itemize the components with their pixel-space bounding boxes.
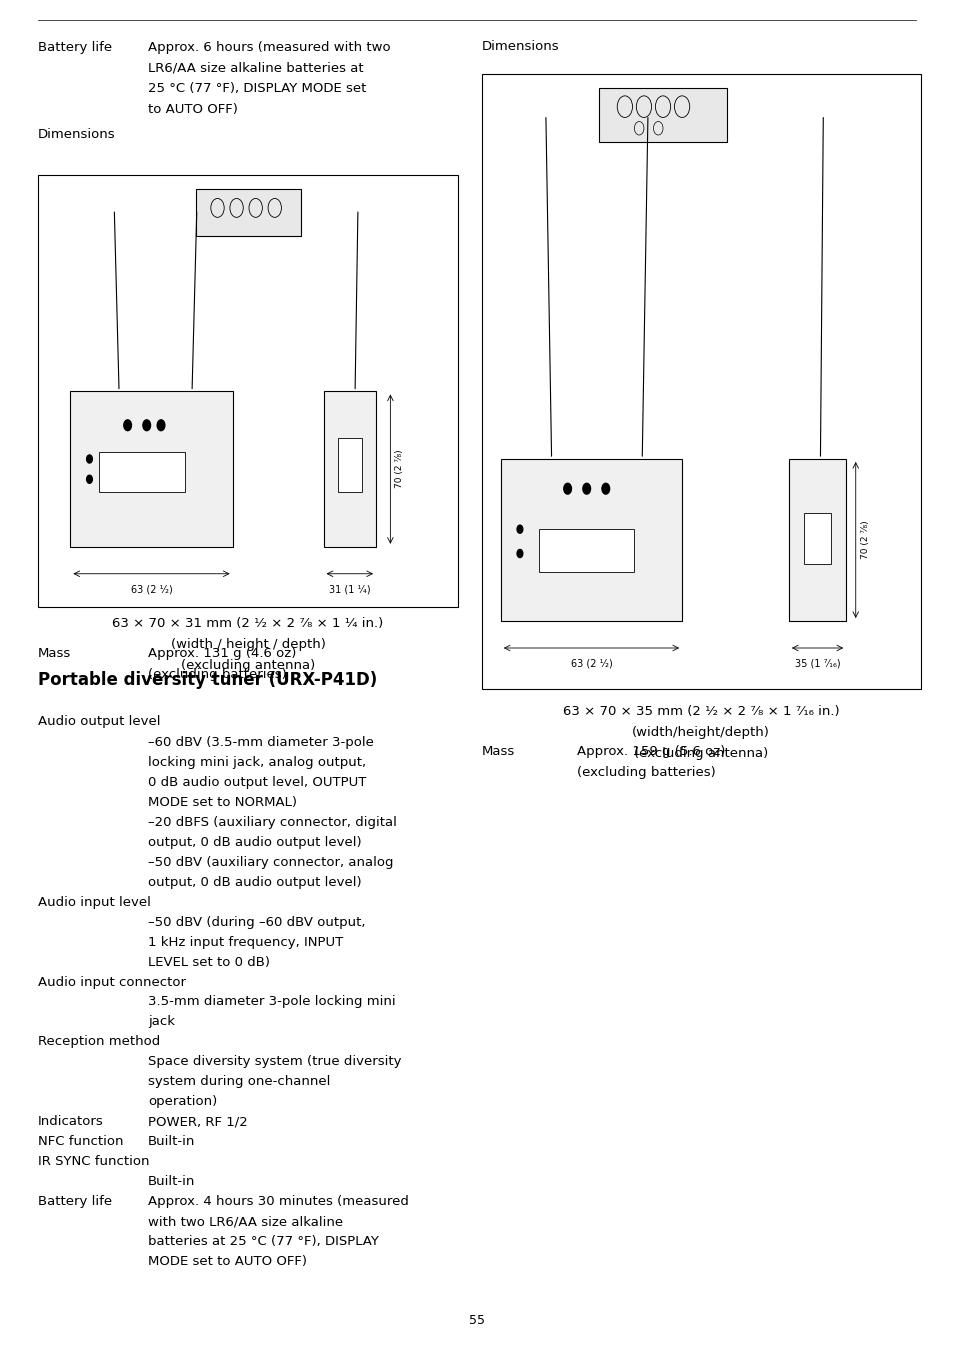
Circle shape [517, 549, 522, 558]
Text: Mass: Mass [481, 745, 515, 759]
Text: –50 dBV (auxiliary connector, analog: –50 dBV (auxiliary connector, analog [148, 856, 393, 868]
Text: Audio output level: Audio output level [38, 716, 160, 729]
Text: (excluding batteries): (excluding batteries) [148, 667, 286, 680]
Text: Indicators: Indicators [38, 1115, 104, 1129]
Bar [99, 452, 185, 493]
Text: 0 dB audio output level, OUTPUT: 0 dB audio output level, OUTPUT [148, 776, 366, 788]
Text: 55: 55 [469, 1314, 484, 1327]
Text: (excluding batteries): (excluding batteries) [577, 767, 715, 779]
Circle shape [157, 420, 165, 431]
Bar [788, 459, 845, 621]
Circle shape [601, 483, 609, 494]
Circle shape [517, 525, 522, 533]
Text: (excluding antenna): (excluding antenna) [181, 659, 314, 672]
Text: 35 (1 ⁷⁄₁₆): 35 (1 ⁷⁄₁₆) [794, 659, 840, 668]
Text: (width/height/depth): (width/height/depth) [632, 726, 769, 738]
Text: 25 °C (77 °F), DISPLAY MODE set: 25 °C (77 °F), DISPLAY MODE set [148, 82, 366, 96]
Text: output, 0 dB audio output level): output, 0 dB audio output level) [148, 876, 361, 888]
Bar [323, 392, 375, 547]
Text: (width / height / depth): (width / height / depth) [171, 637, 325, 651]
Bar [71, 392, 233, 547]
Text: Audio input connector: Audio input connector [38, 976, 186, 988]
Text: (excluding antenna): (excluding antenna) [634, 747, 767, 760]
Text: –50 dBV (during –60 dBV output,: –50 dBV (during –60 dBV output, [148, 915, 365, 929]
Text: 70 (2 ⁷⁄₈): 70 (2 ⁷⁄₈) [860, 521, 868, 559]
Bar [337, 439, 361, 493]
Text: to AUTO OFF): to AUTO OFF) [148, 104, 237, 116]
Text: 63 (2 ¹⁄₂): 63 (2 ¹⁄₂) [131, 585, 172, 594]
Circle shape [124, 420, 132, 431]
Text: Built-in: Built-in [148, 1176, 195, 1188]
Text: with two LR6/AA size alkaline: with two LR6/AA size alkaline [148, 1215, 343, 1228]
Bar [598, 88, 726, 142]
Bar [481, 74, 920, 688]
Text: Battery life: Battery life [38, 40, 112, 54]
Text: MODE set to AUTO OFF): MODE set to AUTO OFF) [148, 1256, 307, 1268]
Text: jack: jack [148, 1015, 174, 1029]
Text: operation): operation) [148, 1095, 217, 1108]
Text: IR SYNC function: IR SYNC function [38, 1156, 150, 1168]
Text: Approx. 131 g (4.6 oz): Approx. 131 g (4.6 oz) [148, 647, 296, 660]
Text: 3.5-mm diameter 3-pole locking mini: 3.5-mm diameter 3-pole locking mini [148, 995, 395, 1008]
Bar [538, 529, 634, 572]
Text: Dimensions: Dimensions [481, 40, 558, 54]
Text: Approx. 159 g (5.6 oz): Approx. 159 g (5.6 oz) [577, 745, 725, 759]
Text: Approx. 4 hours 30 minutes (measured: Approx. 4 hours 30 minutes (measured [148, 1195, 408, 1208]
Circle shape [563, 483, 571, 494]
Text: –20 dBFS (auxiliary connector, digital: –20 dBFS (auxiliary connector, digital [148, 815, 396, 829]
Text: POWER, RF 1/2: POWER, RF 1/2 [148, 1115, 248, 1129]
Text: 63 (2 ¹⁄₂): 63 (2 ¹⁄₂) [570, 659, 612, 668]
Bar [195, 189, 300, 236]
Text: system during one-channel: system during one-channel [148, 1076, 330, 1088]
Text: NFC function: NFC function [38, 1135, 124, 1149]
Text: 1 kHz input frequency, INPUT: 1 kHz input frequency, INPUT [148, 936, 343, 949]
Circle shape [87, 455, 92, 463]
Text: MODE set to NORMAL): MODE set to NORMAL) [148, 795, 296, 809]
Text: Battery life: Battery life [38, 1195, 112, 1208]
Text: Mass: Mass [38, 647, 71, 660]
Text: locking mini jack, analog output,: locking mini jack, analog output, [148, 756, 366, 768]
Text: 70 (2 ⁷⁄₈): 70 (2 ⁷⁄₈) [395, 450, 404, 489]
Text: batteries at 25 °C (77 °F), DISPLAY: batteries at 25 °C (77 °F), DISPLAY [148, 1235, 378, 1249]
Bar [803, 513, 830, 564]
Text: LEVEL set to 0 dB): LEVEL set to 0 dB) [148, 956, 270, 968]
Text: Built-in: Built-in [148, 1135, 195, 1149]
Text: LR6/AA size alkaline batteries at: LR6/AA size alkaline batteries at [148, 61, 363, 74]
Text: Space diversity system (true diversity: Space diversity system (true diversity [148, 1056, 401, 1068]
Bar [38, 176, 457, 608]
Text: 31 (1 ¹⁄₄): 31 (1 ¹⁄₄) [329, 585, 371, 594]
Text: 63 × 70 × 31 mm (2 ¹⁄₂ × 2 ⁷⁄₈ × 1 ¹⁄₄ in.): 63 × 70 × 31 mm (2 ¹⁄₂ × 2 ⁷⁄₈ × 1 ¹⁄₄ i… [112, 617, 383, 630]
Circle shape [582, 483, 590, 494]
Text: Approx. 6 hours (measured with two: Approx. 6 hours (measured with two [148, 40, 390, 54]
Text: Audio input level: Audio input level [38, 895, 151, 909]
Text: Dimensions: Dimensions [38, 128, 115, 142]
Circle shape [143, 420, 151, 431]
Text: Reception method: Reception method [38, 1035, 160, 1049]
Circle shape [87, 475, 92, 483]
Text: –60 dBV (3.5-mm diameter 3-pole: –60 dBV (3.5-mm diameter 3-pole [148, 736, 374, 749]
Text: output, 0 dB audio output level): output, 0 dB audio output level) [148, 836, 361, 849]
Text: Portable diversity tuner (URX-P41D): Portable diversity tuner (URX-P41D) [38, 671, 377, 689]
Bar [500, 459, 681, 621]
Text: 63 × 70 × 35 mm (2 ¹⁄₂ × 2 ⁷⁄₈ × 1 ⁷⁄₁₆ in.): 63 × 70 × 35 mm (2 ¹⁄₂ × 2 ⁷⁄₈ × 1 ⁷⁄₁₆ … [562, 705, 839, 718]
